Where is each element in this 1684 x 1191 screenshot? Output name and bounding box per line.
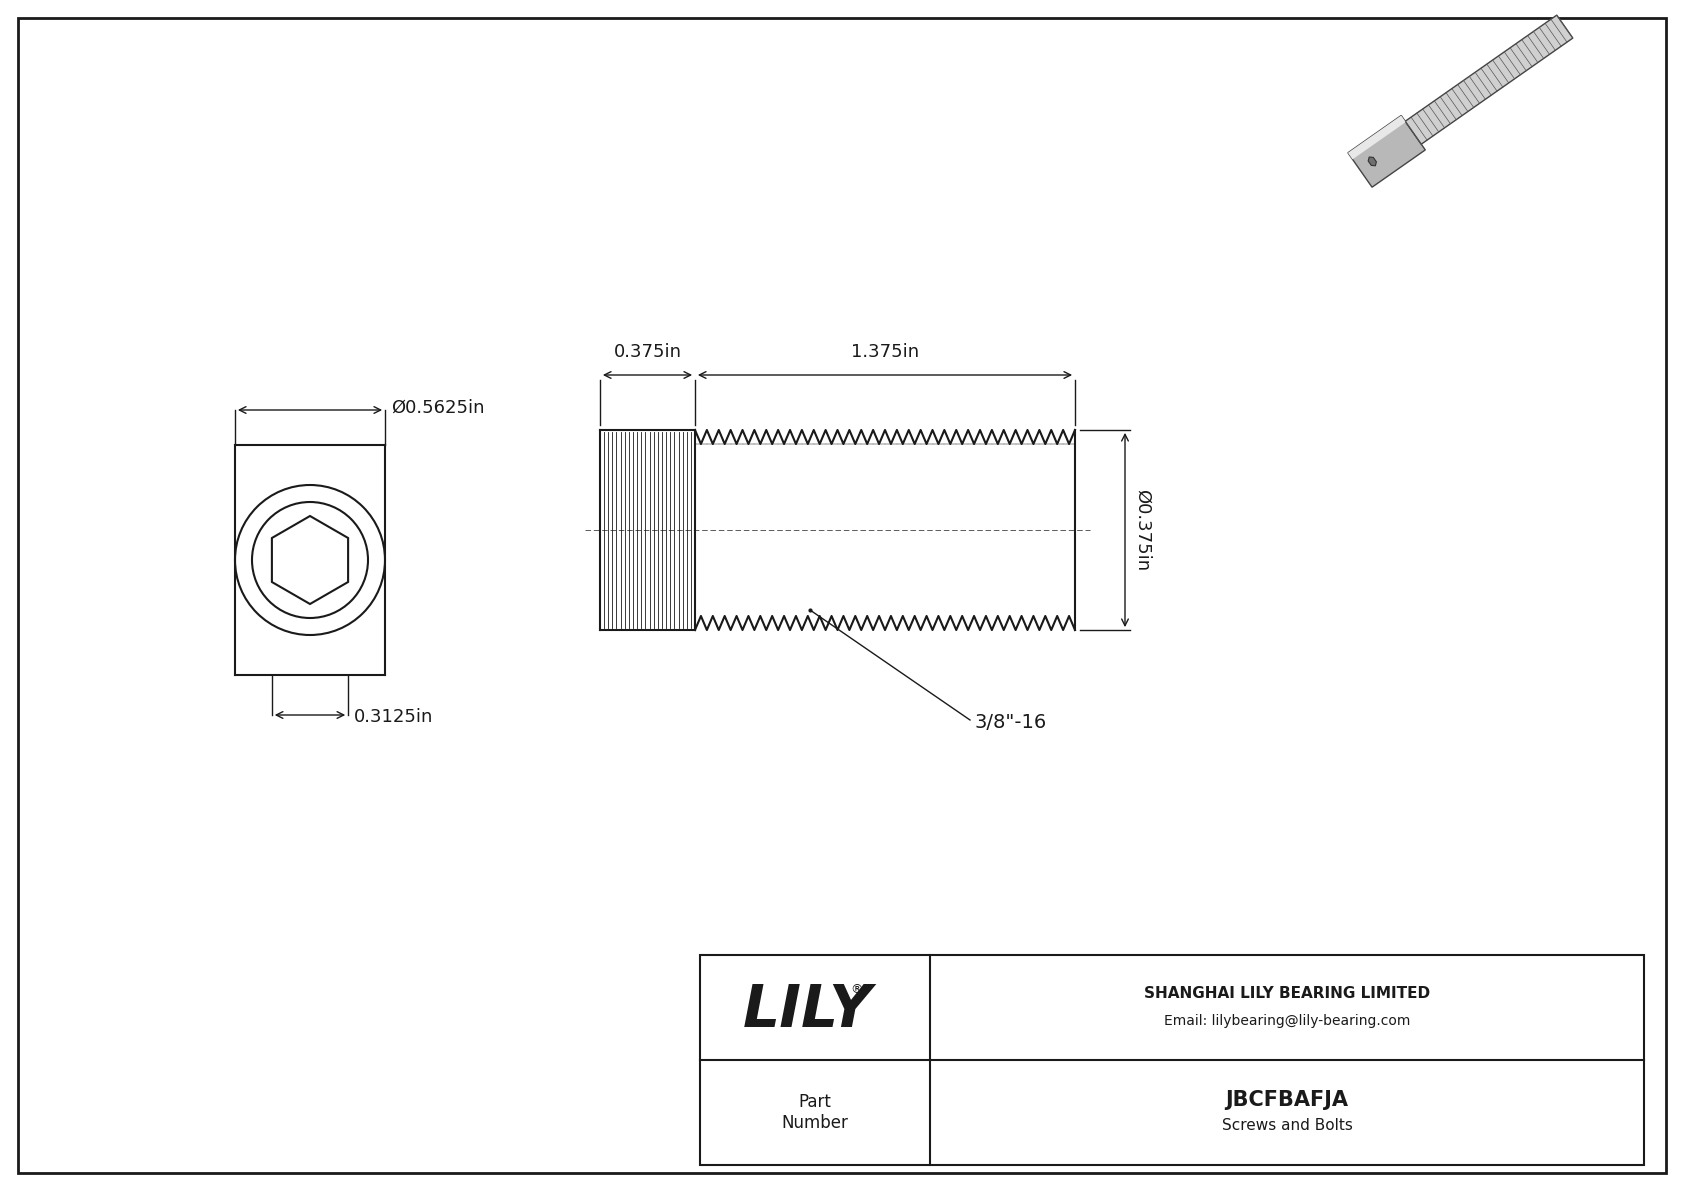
Polygon shape — [1347, 116, 1406, 160]
Text: SHANGHAI LILY BEARING LIMITED: SHANGHAI LILY BEARING LIMITED — [1143, 986, 1430, 1000]
Text: LILY: LILY — [743, 983, 872, 1039]
Bar — [701, 955, 1644, 1165]
Text: Ø0.375in: Ø0.375in — [1133, 490, 1150, 570]
Text: Email: lilybearing@lily-bearing.com: Email: lilybearing@lily-bearing.com — [1164, 1015, 1410, 1029]
Text: 1.375in: 1.375in — [850, 343, 919, 361]
Text: Screws and Bolts: Screws and Bolts — [1221, 1118, 1352, 1133]
Text: 0.375in: 0.375in — [613, 343, 682, 361]
Text: 3/8"-16: 3/8"-16 — [975, 713, 1047, 732]
Text: 0.3125in: 0.3125in — [354, 707, 433, 727]
Polygon shape — [1367, 157, 1376, 166]
Text: Part
Number: Part Number — [781, 1093, 849, 1131]
Text: ®: ® — [850, 983, 864, 996]
Text: JBCFBAFJA: JBCFBAFJA — [1226, 1090, 1349, 1110]
Polygon shape — [1404, 15, 1573, 144]
Text: Ø0.5625in: Ø0.5625in — [391, 399, 485, 417]
Polygon shape — [1347, 116, 1425, 187]
